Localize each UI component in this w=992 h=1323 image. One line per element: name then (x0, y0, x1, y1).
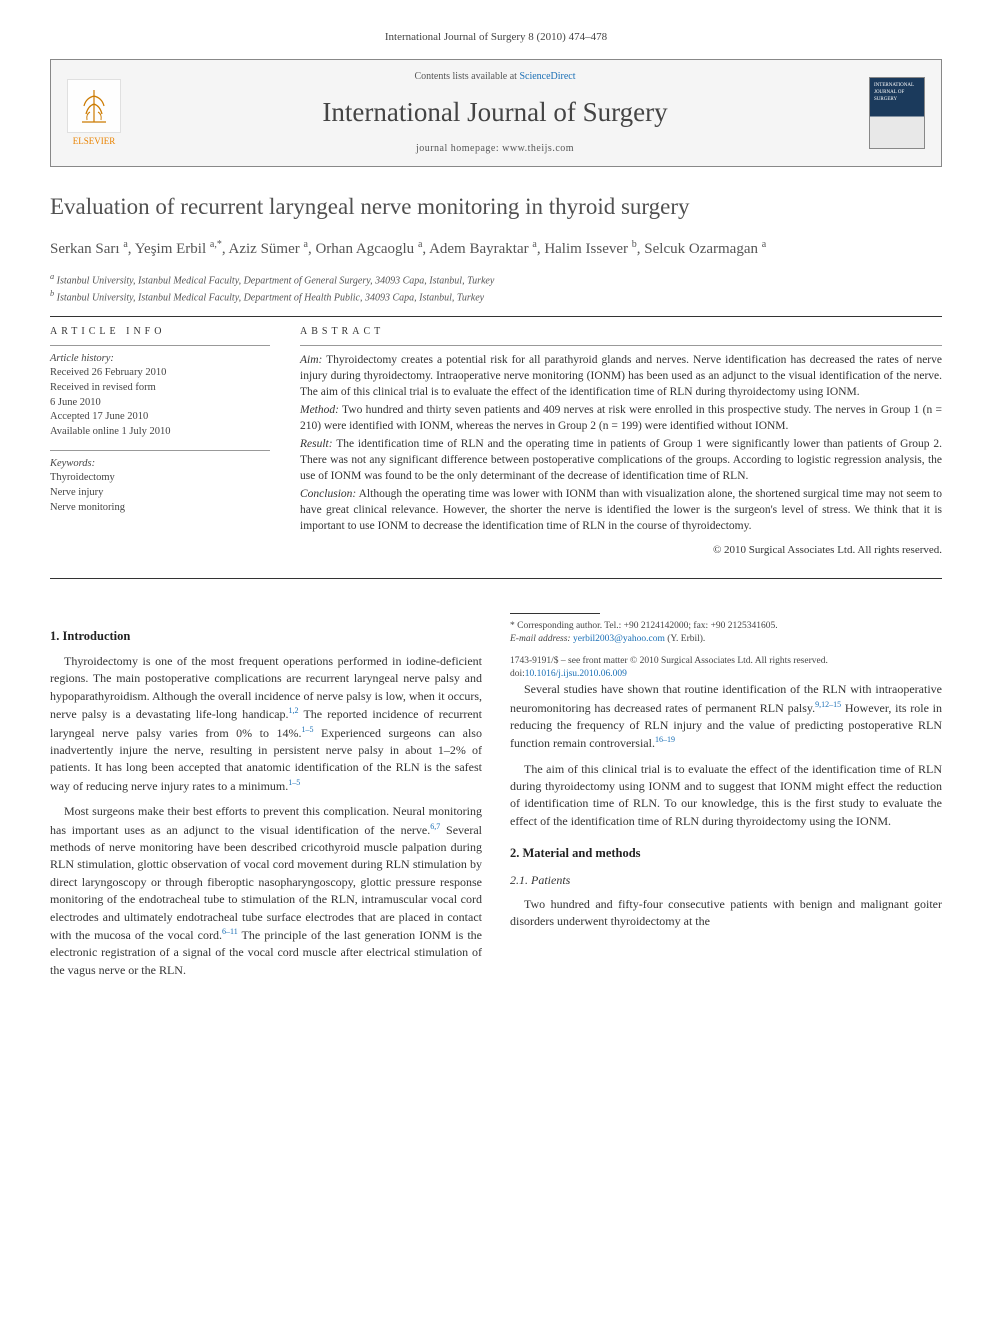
conclusion-text: Although the operating time was lower wi… (300, 488, 942, 532)
journal-center: Contents lists available at ScienceDirec… (121, 70, 869, 156)
ref-6-7[interactable]: 6,7 (430, 822, 440, 831)
method-text: Two hundred and thirty seven patients an… (300, 404, 942, 432)
keyword-1: Nerve injury (50, 487, 103, 498)
doi-label: doi: (510, 669, 525, 679)
journal-title: International Journal of Surgery (121, 94, 869, 132)
affiliations: a Istanbul University, Istanbul Medical … (50, 271, 942, 306)
email-person: (Y. Erbil). (667, 634, 705, 644)
contents-line: Contents lists available at ScienceDirec… (121, 70, 869, 84)
doi-line: doi:10.1016/j.ijsu.2010.06.009 (510, 668, 942, 681)
info-rule-2 (50, 450, 270, 451)
abstract-rule (300, 345, 942, 346)
abstract-copyright: © 2010 Surgical Associates Ltd. All righ… (300, 543, 942, 558)
keywords-block: Keywords: Thyroidectomy Nerve injury Ner… (50, 457, 270, 516)
ref-1-5a[interactable]: 1–5 (302, 725, 314, 734)
sciencedirect-link[interactable]: ScienceDirect (519, 71, 575, 82)
intro-p3: Several studies have shown that routine … (510, 681, 942, 753)
affiliation-a: a Istanbul University, Istanbul Medical … (50, 271, 942, 288)
spacer (50, 587, 942, 613)
keywords-label: Keywords: (50, 458, 95, 469)
aim-label: Aim: (300, 354, 322, 366)
history-accepted: Accepted 17 June 2010 (50, 411, 148, 422)
method-label: Method: (300, 404, 339, 416)
email-line: E-mail address: yerbil2003@yahoo.com (Y.… (510, 633, 942, 646)
article-info-label: ARTICLE INFO (50, 325, 270, 339)
info-rule (50, 345, 270, 346)
affiliation-a-text: Istanbul University, Istanbul Medical Fa… (57, 275, 495, 286)
article-title: Evaluation of recurrent laryngeal nerve … (50, 191, 942, 223)
ref-9-12-15[interactable]: 9,12–15 (815, 700, 841, 709)
history-label: Article history: (50, 353, 114, 364)
abstract-label: ABSTRACT (300, 325, 942, 339)
intro-p2: Most surgeons make their best efforts to… (50, 803, 482, 979)
methods-heading: 2. Material and methods (510, 844, 942, 862)
footnotes: * Corresponding author. Tel.: +90 212414… (510, 620, 942, 681)
homepage-line: journal homepage: www.theijs.com (121, 142, 869, 156)
keyword-0: Thyroidectomy (50, 472, 115, 483)
intro-p2a: Most surgeons make their best efforts to… (50, 804, 482, 836)
patients-p1: Two hundred and fifty-four consecutive p… (510, 896, 942, 931)
issn-line: 1743-9191/$ – see front matter © 2010 Su… (510, 655, 942, 668)
ref-6-11[interactable]: 6–11 (222, 927, 238, 936)
info-abstract-row: ARTICLE INFO Article history: Received 2… (50, 325, 942, 558)
intro-p4: The aim of this clinical trial is to eva… (510, 761, 942, 831)
homepage-prefix: journal homepage: (416, 143, 502, 154)
ref-1-2[interactable]: 1,2 (289, 706, 299, 715)
abstract-column: ABSTRACT Aim: Thyroidectomy creates a po… (300, 325, 942, 558)
intro-heading: 1. Introduction (50, 627, 482, 645)
elsevier-tree-icon (67, 79, 121, 133)
ref-16-19[interactable]: 16–19 (655, 735, 675, 744)
article-info-column: ARTICLE INFO Article history: Received 2… (50, 325, 270, 558)
keyword-2: Nerve monitoring (50, 502, 125, 513)
body-columns: 1. Introduction Thyroidectomy is one of … (50, 613, 942, 979)
history-revised: Received in revised form (50, 382, 156, 393)
history-revised-date: 6 June 2010 (50, 397, 101, 408)
email-label: E-mail address: (510, 634, 571, 644)
footnote-block: * Corresponding author. Tel.: +90 212414… (510, 613, 942, 681)
corresponding-author: * Corresponding author. Tel.: +90 212414… (510, 620, 942, 633)
authors-list: Serkan Sarı a, Yeşim Erbil a,*, Aziz Süm… (50, 237, 942, 261)
cover-thumb-text: INTERNATIONAL JOURNAL OF SURGERY (874, 83, 914, 102)
rule-bottom (50, 578, 942, 579)
journal-header-box: ELSEVIER Contents lists available at Sci… (50, 59, 942, 167)
conclusion-label: Conclusion: (300, 488, 356, 500)
citation-header: International Journal of Surgery 8 (2010… (50, 30, 942, 45)
aim-text: Thyroidectomy creates a potential risk f… (300, 354, 942, 398)
journal-cover-thumbnail[interactable]: INTERNATIONAL JOURNAL OF SURGERY (869, 77, 925, 149)
elsevier-label: ELSEVIER (73, 135, 116, 148)
affiliation-b: b Istanbul University, Istanbul Medical … (50, 288, 942, 305)
homepage-url[interactable]: www.theijs.com (502, 143, 574, 154)
contents-prefix: Contents lists available at (414, 71, 519, 82)
elsevier-logo[interactable]: ELSEVIER (67, 79, 121, 148)
result-text: The identification time of RLN and the o… (300, 438, 942, 482)
history-online: Available online 1 July 2010 (50, 426, 171, 437)
history-received: Received 26 February 2010 (50, 367, 166, 378)
doi-link[interactable]: 10.1016/j.ijsu.2010.06.009 (525, 669, 627, 679)
result-label: Result: (300, 438, 333, 450)
email-link[interactable]: yerbil2003@yahoo.com (573, 634, 665, 644)
ref-1-5b[interactable]: 1–5 (288, 778, 300, 787)
abstract-text: Aim: Thyroidectomy creates a potential r… (300, 352, 942, 558)
intro-p2b: Several methods of nerve monitoring have… (50, 823, 482, 942)
patients-heading: 2.1. Patients (510, 872, 942, 889)
affiliation-b-text: Istanbul University, Istanbul Medical Fa… (57, 293, 484, 304)
intro-p1: Thyroidectomy is one of the most frequen… (50, 653, 482, 795)
article-history: Article history: Received 26 February 20… (50, 352, 270, 440)
footnote-separator (510, 613, 600, 614)
rule-top (50, 316, 942, 317)
